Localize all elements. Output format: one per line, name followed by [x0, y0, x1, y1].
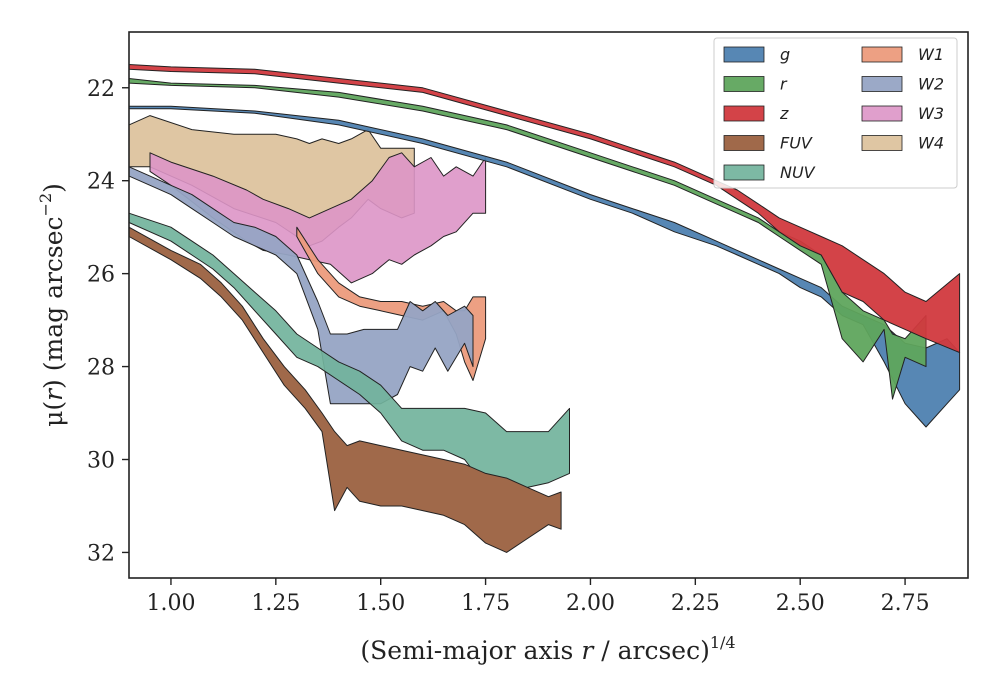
legend-label-w1: W1	[918, 45, 944, 64]
x-axis-label: (Semi-major axis r / arcsec)1/4	[360, 633, 735, 665]
legend-swatch-g	[723, 46, 765, 63]
axes: 1.00 1.25 1.50 1.75 2.00 2.25 2.50 2.75 22 24 26 28…	[87, 31, 969, 616]
profile-bands	[128, 64, 961, 553]
plot-frame	[128, 31, 969, 579]
band-g	[128, 105, 961, 428]
y-tick-label: 24	[87, 170, 115, 195]
legend-label-g: g	[780, 45, 790, 64]
y-tick-label: 28	[87, 356, 115, 381]
legend-swatch-w3	[861, 105, 903, 122]
band-w2	[128, 166, 474, 405]
x-tick-label: 1.00	[146, 591, 195, 616]
x-tick-label: 1.50	[356, 591, 405, 616]
legend-swatch-fuv	[723, 135, 765, 151]
x-tick-label: 2.00	[566, 591, 615, 616]
legend: grz FUV NUV W1 W2 W3 W4	[713, 37, 958, 189]
x-tick-label: 2.25	[671, 591, 720, 616]
legend-swatch-r	[723, 76, 765, 92]
y-tick-label: 32	[87, 541, 115, 566]
legend-swatch-nuv	[723, 164, 765, 181]
y-tick-label: 26	[87, 263, 115, 288]
legend-label-w3: W3	[918, 104, 944, 123]
legend-label-w4: W4	[918, 134, 944, 153]
x-tick-label: 1.25	[251, 591, 300, 616]
legend-swatch-w4	[861, 135, 903, 151]
legend-swatch-z	[723, 105, 765, 122]
y-tick-label: 22	[87, 77, 115, 102]
legend-swatch-w2	[861, 76, 903, 92]
x-tick-label: 2.75	[881, 591, 930, 616]
legend-label-nuv: NUV	[780, 163, 816, 182]
y-tick-label: 30	[87, 449, 115, 474]
band-nuv	[128, 212, 570, 498]
legend-label-fuv: FUV	[780, 134, 813, 153]
legend-swatch-w1	[861, 46, 903, 63]
x-tick-label: 1.75	[461, 591, 510, 616]
band-fuv	[128, 226, 562, 553]
band-z	[128, 64, 961, 354]
y-axis-label: μ(r) (mag arcsec−2)	[36, 183, 68, 427]
legend-label-z: z	[779, 104, 789, 123]
x-tick-label: 2.50	[776, 591, 825, 616]
band-w1	[296, 226, 487, 381]
legend-label-r: r	[780, 75, 788, 94]
band-r	[128, 78, 927, 400]
legend-label-w2: W2	[918, 75, 944, 94]
